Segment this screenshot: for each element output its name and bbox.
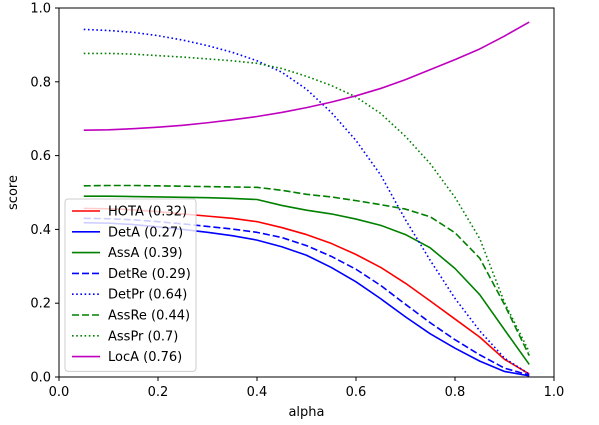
y-tick-label: 0.4	[30, 223, 51, 238]
legend-box	[64, 198, 197, 372]
y-tick-label: 0.0	[30, 371, 51, 386]
x-axis-label: alpha	[288, 405, 324, 420]
y-tick-label: 0.6	[30, 149, 51, 164]
x-tick-label: 0.6	[346, 385, 367, 400]
x-tick-label: 0.0	[49, 385, 70, 400]
legend-entry-3: DetRe (0.29)	[108, 267, 191, 282]
legend-entry-4: DetPr (0.64)	[108, 288, 187, 303]
legend: HOTA (0.32) DetA (0.27) AssA (0.39) DetRe (…	[64, 198, 197, 372]
series-line-5	[83, 184, 530, 356]
legend-entry-7: LocA (0.76)	[108, 350, 182, 365]
y-tick-label: 0.2	[30, 297, 51, 312]
series-line-4	[83, 28, 530, 375]
y-tick-label: 1.0	[30, 2, 51, 17]
ticks-layer: 0.0 0.2 0.4 0.6 0.8 1.0 0.0 0.2 0.4 0.6 0.8 1.0	[30, 2, 564, 401]
x-tick-label: 0.8	[445, 385, 466, 400]
series-line-6	[83, 52, 530, 353]
legend-entry-1: DetA (0.27)	[108, 225, 183, 240]
y-tick-label: 0.8	[30, 75, 51, 90]
series-line-2	[83, 195, 530, 365]
plot-frame	[58, 7, 555, 378]
x-tick-label: 0.2	[148, 385, 169, 400]
series-line-7	[83, 21, 530, 131]
x-tick-label: 0.4	[247, 385, 268, 400]
x-tick-label: 1.0	[544, 385, 565, 400]
legend-entry-2: AssA (0.39)	[108, 246, 183, 261]
y-axis-label: score	[6, 175, 21, 210]
legend-entry-0: HOTA (0.32)	[108, 205, 187, 220]
legend-entry-6: AssPr (0.7)	[108, 329, 178, 344]
legend-entry-5: AssRe (0.44)	[108, 309, 190, 324]
